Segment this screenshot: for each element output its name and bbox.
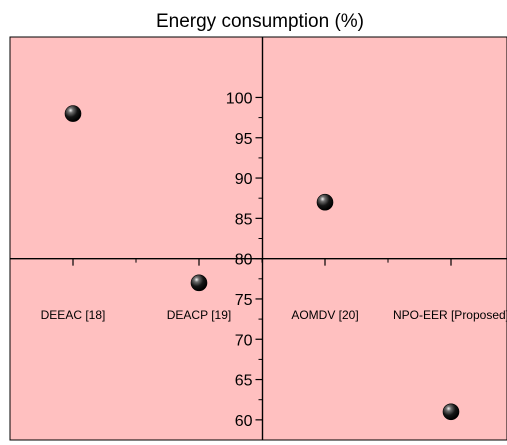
y-tick-label: 60 [235,413,253,430]
y-tick-label: 75 [235,292,253,309]
y-tick-label: 85 [235,211,253,228]
x-category-label: DEACP [19] [167,308,231,322]
data-point [442,403,460,421]
y-tick-label: 100 [226,90,253,107]
data-point [64,105,82,122]
chart-title: Energy consumption (%) [156,11,364,32]
x-category-label: NPO-EER [Proposed] [393,308,507,322]
x-category-label: DEEAC [18] [41,308,106,322]
y-tick-label: 95 [235,131,253,148]
y-tick-label: 70 [235,332,253,349]
data-point [190,274,208,292]
data-point [316,193,334,211]
y-tick-label: 80 [235,252,253,269]
x-category-label: AOMDV [20] [291,308,358,322]
y-tick-label: 65 [235,373,253,390]
y-tick-label: 90 [235,171,253,188]
